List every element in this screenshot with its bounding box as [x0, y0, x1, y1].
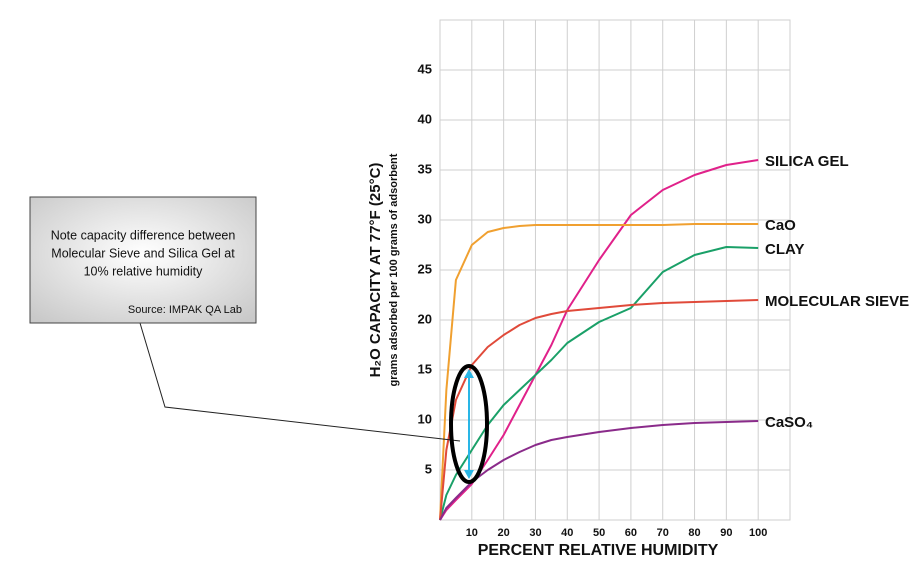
- lines: [439, 159, 759, 521]
- arrow-head: [464, 369, 474, 378]
- y-tick-label: 20: [418, 311, 432, 326]
- series-label: MOLECULAR SIEVE: [765, 293, 909, 310]
- x-tick-label: 50: [593, 527, 605, 539]
- series-line: [439, 159, 759, 521]
- y-tick-label: 25: [418, 261, 432, 276]
- note-line: 10% relative humidity: [84, 264, 204, 278]
- series-label: CaSO₄: [765, 414, 813, 431]
- x-axis-title: PERCENT RELATIVE HUMIDITY: [478, 542, 719, 559]
- x-tick-label: 100: [749, 527, 767, 539]
- note-line: Molecular Sieve and Silica Gel at: [51, 246, 235, 260]
- y-tick-label: 30: [418, 211, 432, 226]
- arrow-head: [464, 470, 474, 479]
- leader-line: [139, 322, 461, 442]
- x-tick-label: 30: [529, 527, 541, 539]
- note-line: Note capacity difference between: [51, 228, 236, 242]
- highlight-ellipse: [449, 364, 489, 484]
- series-line: [439, 299, 759, 521]
- grid: [439, 19, 791, 521]
- y-tick-label: 35: [418, 161, 432, 176]
- x-tick-label: 90: [720, 527, 732, 539]
- y-tick-label: 5: [425, 461, 432, 476]
- note-source: Source: IMPAK QA Lab: [128, 304, 242, 316]
- x-tick-label: 80: [688, 527, 700, 539]
- x-tick-label: 10: [466, 527, 478, 539]
- x-tick-label: 40: [561, 527, 573, 539]
- series-label: CaO: [765, 217, 796, 234]
- series-label: CLAY: [765, 241, 804, 258]
- y-axis-title: H₂O CAPACITY AT 77°F (25°C): [367, 163, 384, 378]
- series-line: [439, 246, 759, 521]
- y-tick-label: 15: [418, 361, 432, 376]
- x-tick-label: 70: [657, 527, 669, 539]
- y-tick-label: 40: [418, 111, 432, 126]
- series-line: [439, 223, 759, 521]
- series-line: [439, 420, 759, 521]
- x-tick-label: 60: [625, 527, 637, 539]
- y-tick-label: 45: [418, 61, 432, 76]
- y-axis-subtitle: grams adsorbed per 100 grams of adsorben…: [388, 153, 400, 386]
- note-box: [29, 196, 257, 324]
- y-tick-label: 10: [418, 411, 432, 426]
- series-label: SILICA GEL: [765, 153, 849, 170]
- x-tick-label: 20: [498, 527, 510, 539]
